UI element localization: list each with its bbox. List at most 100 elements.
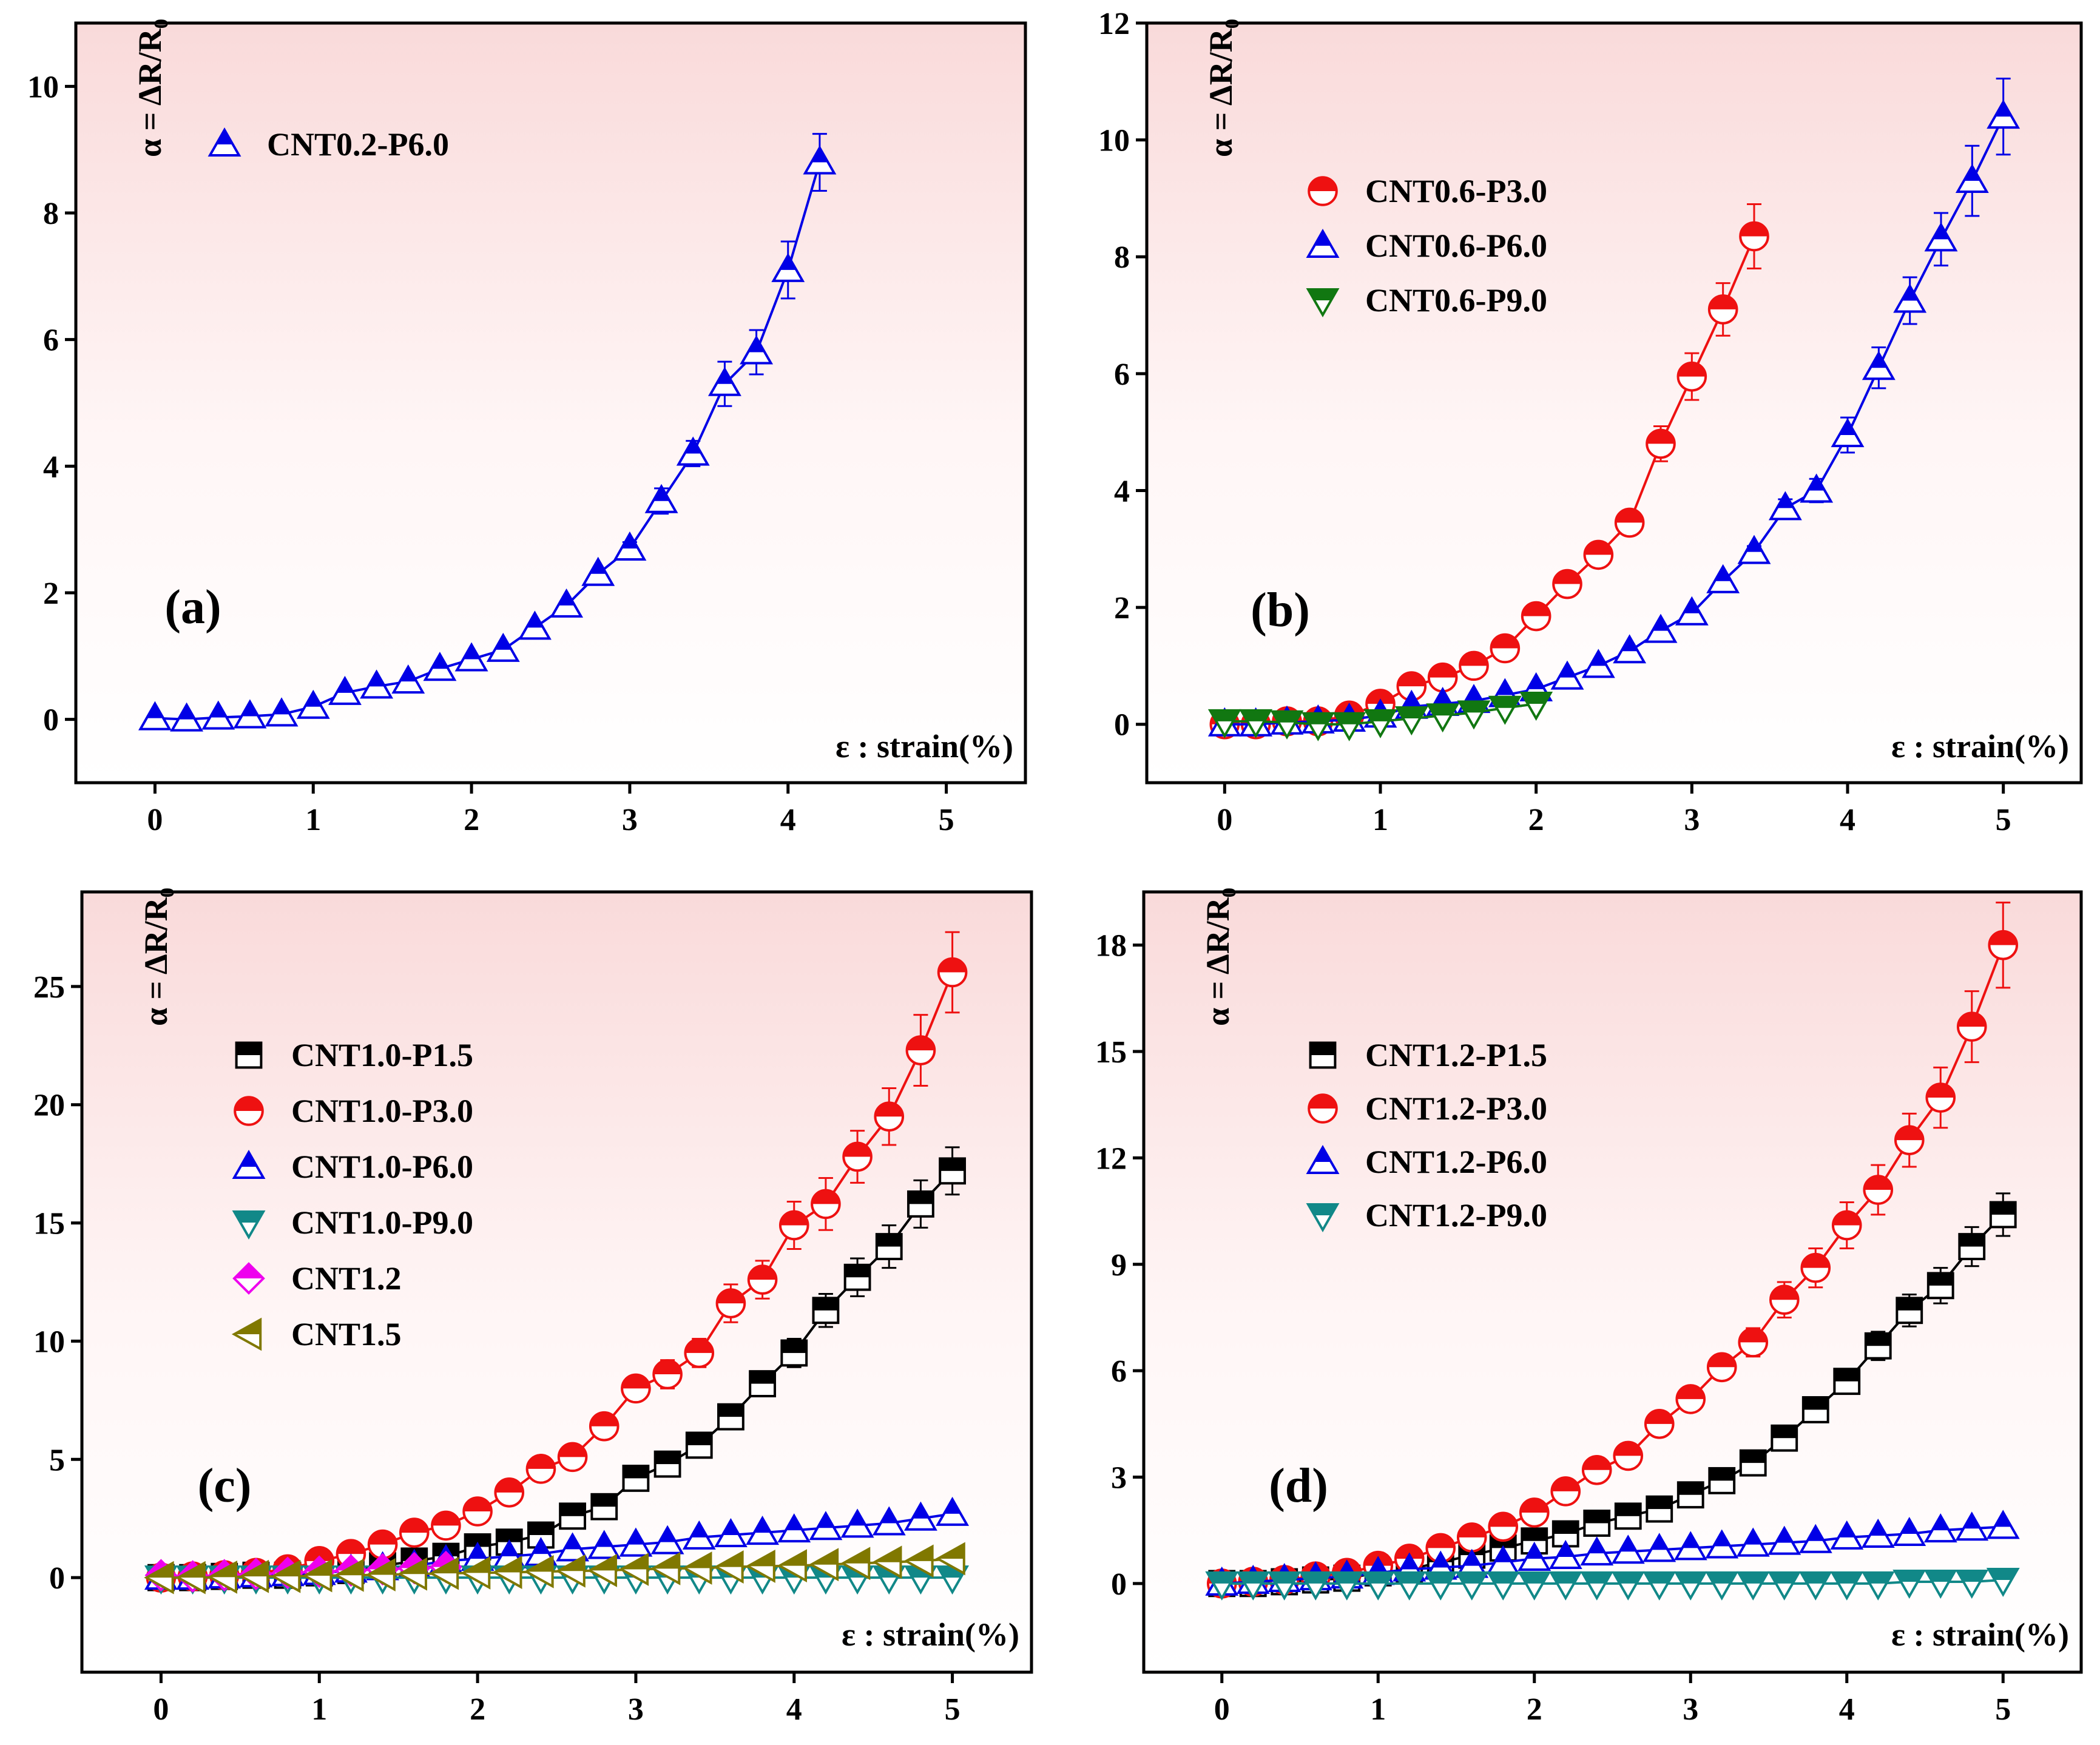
plot-frame [80,890,1033,1674]
y-tick-label: 8 [43,197,59,231]
data-point [644,484,678,513]
data-point [1394,706,1428,736]
series-3 [1207,691,1553,741]
data-point [486,632,520,662]
legend-marker [234,1096,264,1126]
legend-marker [1306,1203,1340,1233]
y-tick-label: 9 [1111,1248,1127,1283]
data-point [682,1520,716,1550]
y-axis-label: α = ΔR/R₀ [1203,19,1239,157]
panel-label: (d) [1269,1459,1328,1513]
data-point [1583,539,1614,570]
x-tick-label: 4 [786,1692,802,1727]
data-point [907,1190,934,1218]
x-tick-label: 0 [153,1692,169,1727]
data-point [1518,1541,1551,1571]
data-point [872,1506,906,1536]
x-tick-label: 3 [1683,1692,1698,1727]
legend-label: CNT1.2-P3.0 [1365,1090,1547,1127]
legend-entry: CNT0.2-P6.0 [208,126,449,163]
data-point [587,1530,621,1559]
x-tick-label: 5 [1996,803,2011,837]
data-point [1581,1455,1612,1485]
data-point [1705,1571,1739,1601]
data-point [1987,100,2021,129]
data-point [144,1561,174,1595]
legend-marker [1308,1093,1338,1124]
x-tick-label: 2 [464,803,479,837]
data-point [1236,1571,1270,1601]
data-point [1955,1511,1989,1541]
data-point [778,1210,809,1241]
series-1 [138,133,837,732]
data-point [1771,1424,1798,1452]
data-point [391,664,425,694]
legend-label: CNT1.0-P6.0 [291,1149,473,1185]
data-point [1646,428,1676,459]
data-point [939,1157,966,1185]
data-point [937,957,968,988]
plot-frame [74,21,1027,785]
data-point [1956,1011,1987,1042]
data-point [1298,1571,1332,1601]
data-point [1862,351,1896,380]
data-point [1363,709,1397,738]
data-point [296,689,330,719]
data-point [1675,596,1709,626]
data-point [653,1450,681,1478]
data-point [555,1554,586,1588]
legend-label: CNT0.6-P9.0 [1365,282,1547,319]
data-point [1737,535,1771,564]
data-point [1800,473,1834,503]
data-point [803,145,837,175]
data-point [1396,671,1427,701]
data-point [1423,1571,1457,1601]
data-point [334,1558,364,1592]
legend-marker [232,1149,266,1179]
data-point [138,701,172,731]
data-point [812,1297,840,1325]
x-tick-label: 2 [1528,803,1544,837]
data-point [1488,1511,1519,1542]
data-point [745,1550,775,1583]
data-point [652,1359,683,1389]
data-point [676,436,710,466]
data-point [1768,491,1802,521]
y-tick-label: 10 [27,70,59,104]
data-point [715,1288,746,1318]
data-point [460,1556,491,1590]
data-point [1675,1384,1706,1414]
x-axis-label: ε : strain(%) [1891,1616,2069,1653]
y-tick-label: 10 [1098,124,1130,158]
x-tick-label: 1 [305,803,321,837]
data-point [1613,634,1647,664]
data-point [1800,1252,1831,1283]
y-tick-label: 18 [1095,929,1127,964]
data-point [1644,613,1678,643]
data-point [1519,691,1553,721]
data-point [717,1403,744,1431]
data-point [1769,1284,1800,1315]
data-point [590,1493,618,1521]
data-point [1270,710,1304,740]
x-tick-label: 3 [1684,803,1700,837]
data-point [1521,1527,1548,1555]
data-point [1861,1571,1895,1601]
y-tick-label: 6 [43,323,59,358]
data-point [777,1549,807,1583]
data-point [771,252,805,282]
data-point [431,1510,461,1541]
legend-entry: CNT0.6-P3.0 [1308,173,1547,209]
data-point [270,1559,301,1593]
legend-entry: CNT1.2-P1.5 [1309,1037,1547,1073]
data-point [233,699,267,729]
y-tick-label: 10 [33,1325,65,1359]
panel-label: (c) [198,1459,252,1513]
data-point [1521,601,1551,632]
data-point [1301,712,1335,741]
y-tick-label: 12 [1098,7,1130,41]
y-tick-label: 25 [33,970,65,1005]
data-point [1676,361,1707,392]
x-tick-label: 2 [470,1692,485,1727]
